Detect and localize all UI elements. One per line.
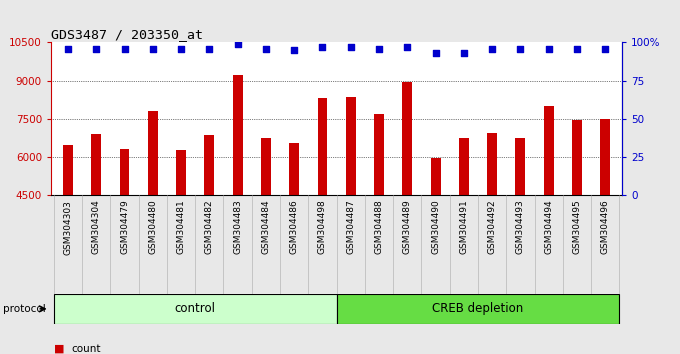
Text: count: count	[71, 344, 101, 354]
Point	[317, 44, 328, 50]
Bar	[148, 111, 158, 309]
Point	[402, 44, 413, 50]
Text: GSM304479: GSM304479	[120, 200, 129, 255]
Text: GSM304490: GSM304490	[431, 200, 440, 255]
Text: GSM304488: GSM304488	[375, 200, 384, 255]
Text: GSM304489: GSM304489	[403, 200, 412, 255]
Bar	[544, 106, 554, 309]
Text: GSM304480: GSM304480	[148, 200, 157, 255]
Bar	[572, 120, 582, 309]
Text: GSM304494: GSM304494	[544, 200, 553, 254]
Text: GSM304495: GSM304495	[573, 200, 581, 255]
Text: GSM304483: GSM304483	[233, 200, 242, 255]
Bar	[233, 75, 243, 309]
Point	[458, 50, 469, 56]
Bar	[261, 138, 271, 309]
Text: control: control	[175, 302, 216, 315]
Bar	[63, 145, 73, 309]
Bar	[120, 149, 129, 309]
Point	[204, 46, 215, 51]
Text: GSM304492: GSM304492	[488, 200, 496, 254]
Point	[289, 47, 300, 53]
Text: protocol: protocol	[3, 304, 46, 314]
Text: GSM304481: GSM304481	[177, 200, 186, 255]
Text: GSM304491: GSM304491	[460, 200, 469, 255]
Bar	[318, 98, 327, 309]
Point	[430, 50, 441, 56]
Bar	[403, 82, 412, 309]
Text: ■: ■	[54, 344, 65, 354]
Text: GSM304303: GSM304303	[63, 200, 73, 255]
Text: GSM304493: GSM304493	[516, 200, 525, 255]
Bar	[289, 143, 299, 309]
Bar	[91, 134, 101, 309]
Text: GSM304482: GSM304482	[205, 200, 214, 254]
Text: GDS3487 / 203350_at: GDS3487 / 203350_at	[51, 28, 203, 41]
Point	[260, 46, 271, 51]
Bar	[600, 119, 610, 309]
Bar	[337, 294, 619, 324]
Text: GSM304484: GSM304484	[261, 200, 271, 254]
Bar	[205, 135, 214, 309]
Text: GSM304487: GSM304487	[346, 200, 355, 255]
Text: GSM304498: GSM304498	[318, 200, 327, 255]
Bar	[176, 150, 186, 309]
Point	[232, 41, 243, 47]
Text: GSM304486: GSM304486	[290, 200, 299, 255]
Point	[63, 46, 73, 51]
Point	[175, 46, 186, 51]
Point	[515, 46, 526, 51]
Bar	[346, 97, 356, 309]
Bar	[54, 294, 337, 324]
Point	[345, 44, 356, 50]
Text: GSM304304: GSM304304	[92, 200, 101, 255]
Point	[543, 46, 554, 51]
Point	[487, 46, 498, 51]
Text: CREB depletion: CREB depletion	[432, 302, 524, 315]
Text: GSM304496: GSM304496	[600, 200, 610, 255]
Point	[119, 46, 130, 51]
Point	[571, 46, 582, 51]
Bar	[515, 138, 526, 309]
Point	[91, 46, 102, 51]
Bar	[430, 158, 441, 309]
Point	[600, 46, 611, 51]
Bar	[374, 114, 384, 309]
Point	[373, 46, 384, 51]
Point	[148, 46, 158, 51]
Bar	[459, 138, 469, 309]
Bar	[487, 132, 497, 309]
